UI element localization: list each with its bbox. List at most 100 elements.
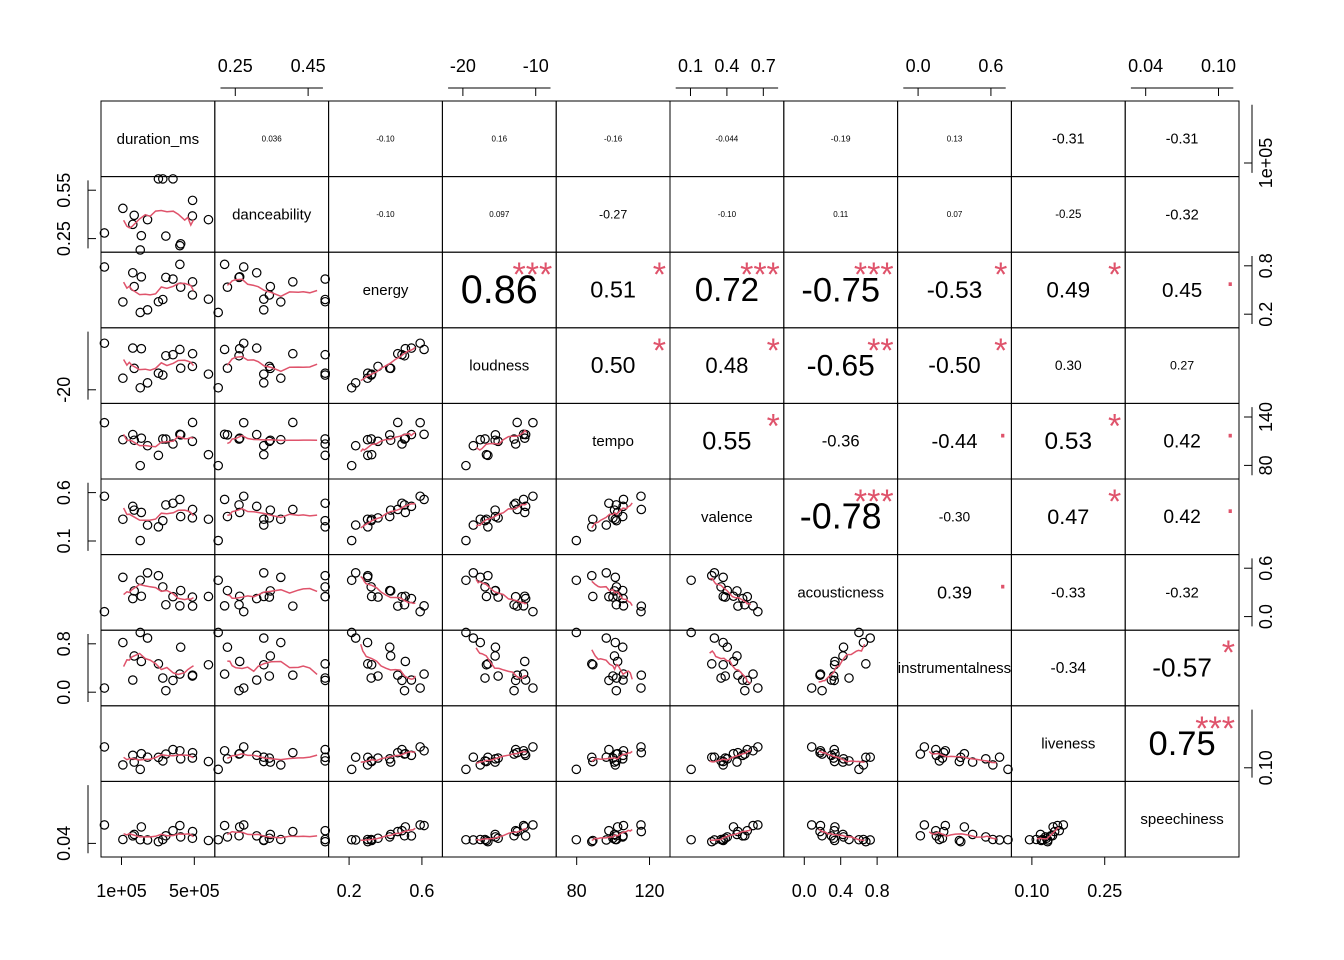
panel-duration_ms-liveness: -0.31	[1010, 100, 1126, 178]
scatter-point	[158, 370, 168, 380]
tick-label: 80	[1256, 455, 1276, 475]
scatter-point	[136, 230, 147, 241]
scatter-point	[709, 633, 720, 643]
smooth-line	[591, 580, 633, 606]
scatter-point	[118, 834, 128, 845]
scatter-point	[392, 826, 403, 837]
panel-frame	[1010, 780, 1126, 858]
scatter-point	[571, 764, 582, 775]
scatter-point	[127, 219, 138, 230]
panel-frame	[555, 780, 671, 858]
scatter-point	[618, 601, 629, 611]
scatter-point	[203, 835, 214, 846]
scatter-point	[238, 417, 249, 428]
scatter-point	[320, 498, 330, 509]
correlation-value: 0.39	[937, 582, 972, 602]
scatter-point	[954, 835, 965, 846]
scatter-point	[384, 642, 395, 653]
scatter-point	[213, 627, 224, 638]
scatter-point	[510, 439, 521, 449]
scatter-point	[461, 834, 471, 845]
scatter-point	[118, 760, 128, 770]
scatter-point	[571, 627, 582, 638]
scatter-point	[99, 417, 110, 428]
scatter-point	[722, 642, 733, 653]
panel-liveness-danceability	[213, 705, 330, 782]
panel-instrumentalness-speechiness: -0.57 *	[1124, 629, 1240, 707]
tick-label: 0.10	[1014, 881, 1049, 901]
scatter-point	[320, 570, 330, 581]
scatter-point	[512, 417, 522, 428]
scatter-point	[528, 491, 538, 502]
tick-label: 0.10	[1256, 750, 1276, 785]
smooth-line	[709, 749, 752, 763]
panel-valence-tempo	[555, 478, 671, 556]
panel-frame	[214, 705, 330, 782]
tick-label: 80	[567, 881, 587, 901]
panel-valence-valence: valence	[669, 478, 785, 556]
panel-tempo-instrumentalness: -0.44.	[897, 402, 1012, 480]
correlation-value: 0.72	[695, 272, 759, 309]
tick-label: 0.8	[54, 631, 74, 656]
scatter-point	[366, 591, 377, 602]
scatter-point	[732, 586, 742, 596]
panel-instrumentalness-loudness	[441, 627, 557, 707]
scatter-point	[288, 277, 298, 287]
scatter-point	[636, 747, 647, 758]
scatter-point	[742, 744, 753, 755]
scatter-point	[153, 836, 164, 847]
scatter-point	[219, 820, 230, 831]
scatter-point	[519, 507, 530, 518]
scatter-point	[618, 669, 629, 679]
diagonal-label: danceability	[232, 206, 312, 223]
diagonal-label: valence	[701, 509, 753, 526]
scatter-point	[275, 637, 286, 648]
scatter-point	[320, 752, 330, 763]
scatter-point	[415, 683, 425, 693]
scatter-point	[392, 417, 403, 428]
scatter-point	[135, 764, 146, 775]
scatter-point	[528, 417, 538, 428]
scatter-point	[636, 491, 646, 502]
significance-stars: .	[998, 407, 1007, 445]
smooth-line	[122, 433, 194, 448]
scatter-point	[175, 363, 186, 373]
significance-stars: *	[767, 332, 780, 370]
tick-label: 0.25	[218, 56, 253, 76]
scatter-point	[362, 450, 373, 461]
panel-energy-acousticness: -0.75***	[783, 251, 899, 329]
smooth-line	[476, 827, 527, 841]
panel-loudness-tempo: 0.50 *	[555, 327, 671, 404]
panel-valence-duration_ms	[99, 478, 216, 556]
scatter-point	[219, 344, 230, 355]
smooth-line	[709, 577, 752, 606]
scatter-point	[234, 591, 245, 602]
diagonal-label: liveness	[1041, 736, 1095, 753]
scatter-point	[135, 575, 146, 586]
scatter-point	[135, 834, 146, 845]
scatter-point	[161, 685, 171, 696]
significance-stars: *	[767, 407, 780, 445]
tick-label: 0.1	[678, 56, 703, 76]
panel-energy-valence: 0.72***	[669, 251, 785, 329]
panel-tempo-speechiness: 0.42.	[1124, 402, 1240, 480]
panel-frame	[100, 705, 216, 782]
scatter-point	[187, 601, 198, 611]
scatter-point	[136, 656, 147, 667]
scatter-point	[222, 754, 233, 764]
panel-danceability-energy: -0.10	[328, 176, 443, 253]
scatter-point	[373, 671, 383, 681]
scatter-point	[161, 231, 171, 241]
panel-tempo-tempo: tempo	[555, 402, 671, 480]
panel-speechiness-energy	[328, 780, 443, 858]
scatter-point	[519, 433, 530, 443]
significance-stars: **	[867, 332, 893, 370]
scatter-point	[399, 685, 410, 696]
tick-label: 0.2	[337, 881, 362, 901]
smooth-line	[1036, 827, 1059, 840]
tick-label: -10	[523, 56, 549, 76]
panel-duration_ms-duration_ms: duration_ms	[100, 100, 216, 178]
scatter-point	[175, 754, 186, 764]
tick-label: 0.6	[978, 56, 1003, 76]
scatter-point	[158, 174, 168, 184]
